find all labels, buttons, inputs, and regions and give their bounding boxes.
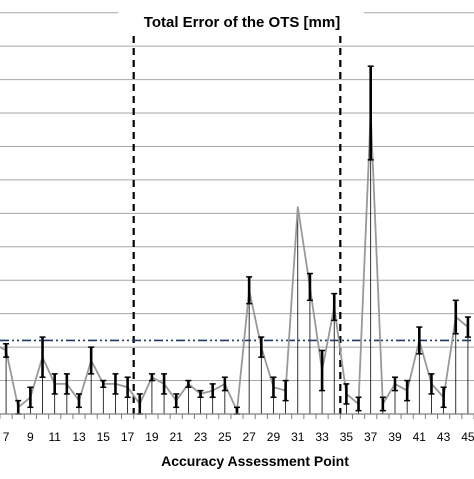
error-bars bbox=[3, 65, 471, 415]
x-tick-label: 15 bbox=[97, 430, 111, 444]
x-tick-label: 39 bbox=[388, 430, 402, 444]
x-tick-label: 17 bbox=[121, 430, 135, 444]
x-tick-label: 37 bbox=[364, 430, 378, 444]
x-tick-label: 11 bbox=[48, 430, 61, 444]
x-tick-label: 21 bbox=[170, 430, 184, 444]
x-tick-label: 35 bbox=[340, 430, 354, 444]
grid-lines bbox=[0, 12, 474, 382]
x-tick-label: 29 bbox=[267, 430, 281, 444]
x-tick-label: 13 bbox=[72, 430, 86, 444]
x-tick-label: 31 bbox=[291, 430, 305, 444]
x-tick-label: 43 bbox=[437, 430, 451, 444]
x-tick-label: 33 bbox=[315, 430, 329, 444]
x-tick-label: 23 bbox=[194, 430, 208, 444]
series-line bbox=[0, 112, 469, 415]
x-tick-label: 27 bbox=[242, 430, 256, 444]
chart-title: Total Error of the OTS [mm] bbox=[144, 14, 340, 31]
x-tick-label: 45 bbox=[461, 430, 474, 444]
x-axis-label: Accuracy Assessment Point bbox=[161, 453, 349, 469]
series-group bbox=[0, 112, 469, 415]
point-stems bbox=[5, 113, 469, 414]
x-tick-labels: 7 9 11 13 15 17 19 21 23 25 27 29 31 33 35 37 39 41 43 45 bbox=[3, 430, 474, 444]
x-tick-label: 7 bbox=[3, 430, 10, 444]
x-tick-label: 9 bbox=[27, 430, 34, 444]
x-tick-label: 19 bbox=[145, 430, 159, 444]
axes bbox=[0, 413, 474, 419]
title-backdrop bbox=[118, 4, 364, 34]
x-tick-label: 25 bbox=[218, 430, 232, 444]
x-tick-label: 41 bbox=[413, 430, 427, 444]
